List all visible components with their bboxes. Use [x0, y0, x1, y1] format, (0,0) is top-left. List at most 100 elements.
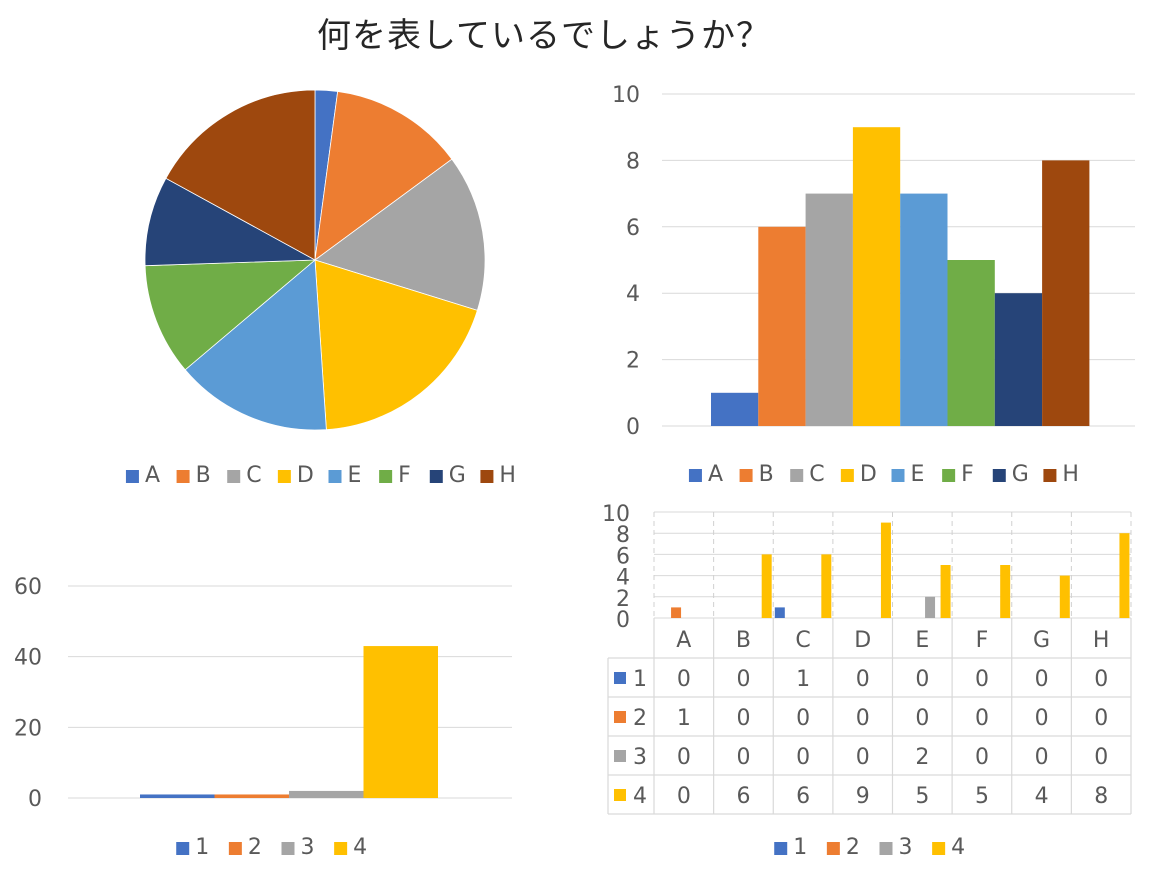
- legend-label-2: 2: [248, 835, 262, 860]
- legend-label-3: 3: [899, 835, 913, 860]
- y-tick-label: 0: [28, 787, 42, 812]
- legend-swatch-A: [125, 470, 139, 483]
- legend-label-G: G: [1012, 462, 1029, 487]
- table-cell: 0: [677, 667, 691, 692]
- table-cell: 0: [736, 706, 750, 731]
- table-row-label-1: 1: [633, 667, 647, 692]
- table-cell: 0: [1094, 706, 1108, 731]
- bar-F-series-4: [1000, 565, 1011, 618]
- pie-slice-E: [184, 259, 327, 431]
- y-tick-label: 4: [626, 282, 640, 307]
- table-cell: 4: [1035, 784, 1049, 809]
- table-header-D: D: [854, 628, 871, 653]
- y-tick-label: 10: [602, 502, 630, 527]
- legend-label-D: D: [860, 462, 877, 487]
- legend-swatch-4: [334, 842, 348, 855]
- legend-swatch-H: [1043, 469, 1057, 482]
- pie-chart: A B C D E F G H: [125, 89, 516, 488]
- bar-E-series-4: [940, 565, 951, 618]
- table-row-swatch-1: [614, 672, 626, 684]
- legend-label-1: 1: [195, 835, 209, 860]
- table-cell: 0: [736, 667, 750, 692]
- table-cell: 0: [975, 667, 989, 692]
- legend-label-2: 2: [846, 835, 860, 860]
- bar-series-4: [363, 646, 438, 798]
- bar-series-1: [140, 794, 215, 798]
- legend-label-H: H: [499, 463, 516, 488]
- table-cell: 0: [677, 784, 691, 809]
- bar-H: [1042, 160, 1090, 426]
- bar-E: [900, 193, 948, 426]
- bar-A: [711, 392, 759, 426]
- legend-swatch-2: [228, 842, 242, 855]
- legend-swatch-F: [379, 470, 393, 483]
- table-cell: 5: [915, 784, 929, 809]
- table-cell: 0: [677, 745, 691, 770]
- pie-slice-H: [165, 89, 316, 261]
- table-row-label-3: 3: [633, 745, 647, 770]
- bar-D-series-4: [880, 522, 891, 618]
- y-tick-label: 8: [616, 523, 630, 548]
- legend-label-4: 4: [353, 835, 367, 860]
- y-tick-label: 0: [616, 608, 630, 633]
- legend-label-1: 1: [793, 835, 807, 860]
- table-cell: 0: [1035, 706, 1049, 731]
- y-tick-label: 20: [14, 716, 42, 741]
- legend-swatch-D: [840, 469, 854, 482]
- series-total-bar-chart: 0 20 40 60 1 2 3 4: [14, 575, 512, 860]
- category-bar-chart: 0 2 4 6 8 10 A B C D E F G H: [612, 83, 1135, 487]
- table-header-G: G: [1033, 628, 1050, 653]
- legend-swatch-G: [992, 469, 1006, 482]
- legend-swatch-2: [826, 842, 840, 855]
- legend-label-3: 3: [301, 835, 315, 860]
- legend-label-C: C: [246, 463, 261, 488]
- legend-label-G: G: [449, 463, 466, 488]
- bar-A-series-2: [671, 607, 682, 618]
- table-row-swatch-2: [614, 711, 626, 723]
- bar-series-2: [214, 794, 289, 798]
- table-cell: 1: [677, 706, 691, 731]
- table-cell: 0: [736, 745, 750, 770]
- table-cell: 0: [796, 706, 810, 731]
- table-row-swatch-3: [614, 750, 626, 762]
- legend-swatch-E: [891, 469, 905, 482]
- table-cell: 0: [856, 706, 870, 731]
- table-header-H: H: [1093, 628, 1110, 653]
- bar-G: [994, 293, 1043, 426]
- legend-swatch-G: [429, 470, 443, 483]
- legend-label-B: B: [759, 462, 774, 487]
- y-tick-label: 2: [626, 349, 640, 374]
- table-row-label-2: 2: [633, 706, 647, 731]
- bar-F: [947, 260, 995, 426]
- y-tick-label: 2: [616, 587, 630, 612]
- legend-label-E: E: [911, 462, 925, 487]
- table-cell: 9: [856, 784, 870, 809]
- pie-slice-F: [144, 259, 317, 371]
- table-header-A: A: [676, 628, 691, 653]
- table-cell: 0: [1094, 667, 1108, 692]
- bar-G-series-4: [1059, 575, 1070, 618]
- table-row-label-4: 4: [633, 784, 647, 809]
- legend-label-F: F: [398, 463, 411, 488]
- table-cell: 2: [915, 745, 929, 770]
- legend-label-B: B: [196, 463, 211, 488]
- legend-swatch-F: [942, 469, 956, 482]
- legend-swatch-H: [480, 470, 494, 483]
- bar-H-series-4: [1119, 533, 1130, 618]
- table-cell: 6: [796, 784, 810, 809]
- table-header-B: B: [736, 628, 751, 653]
- bar-C-series-4: [821, 554, 832, 618]
- legend-swatch-B: [739, 469, 753, 482]
- table-header-C: C: [795, 628, 810, 653]
- legend-label-F: F: [961, 462, 974, 487]
- table-cell: 1: [796, 667, 810, 692]
- bar-C: [805, 193, 853, 426]
- legend-swatch-3: [879, 842, 893, 855]
- pie-slice-G: [144, 177, 317, 267]
- table-cell: 0: [975, 706, 989, 731]
- legend-swatch-3: [281, 842, 295, 855]
- legend-label-H: H: [1062, 462, 1079, 487]
- table-cell: 0: [796, 745, 810, 770]
- legend-label-D: D: [297, 463, 314, 488]
